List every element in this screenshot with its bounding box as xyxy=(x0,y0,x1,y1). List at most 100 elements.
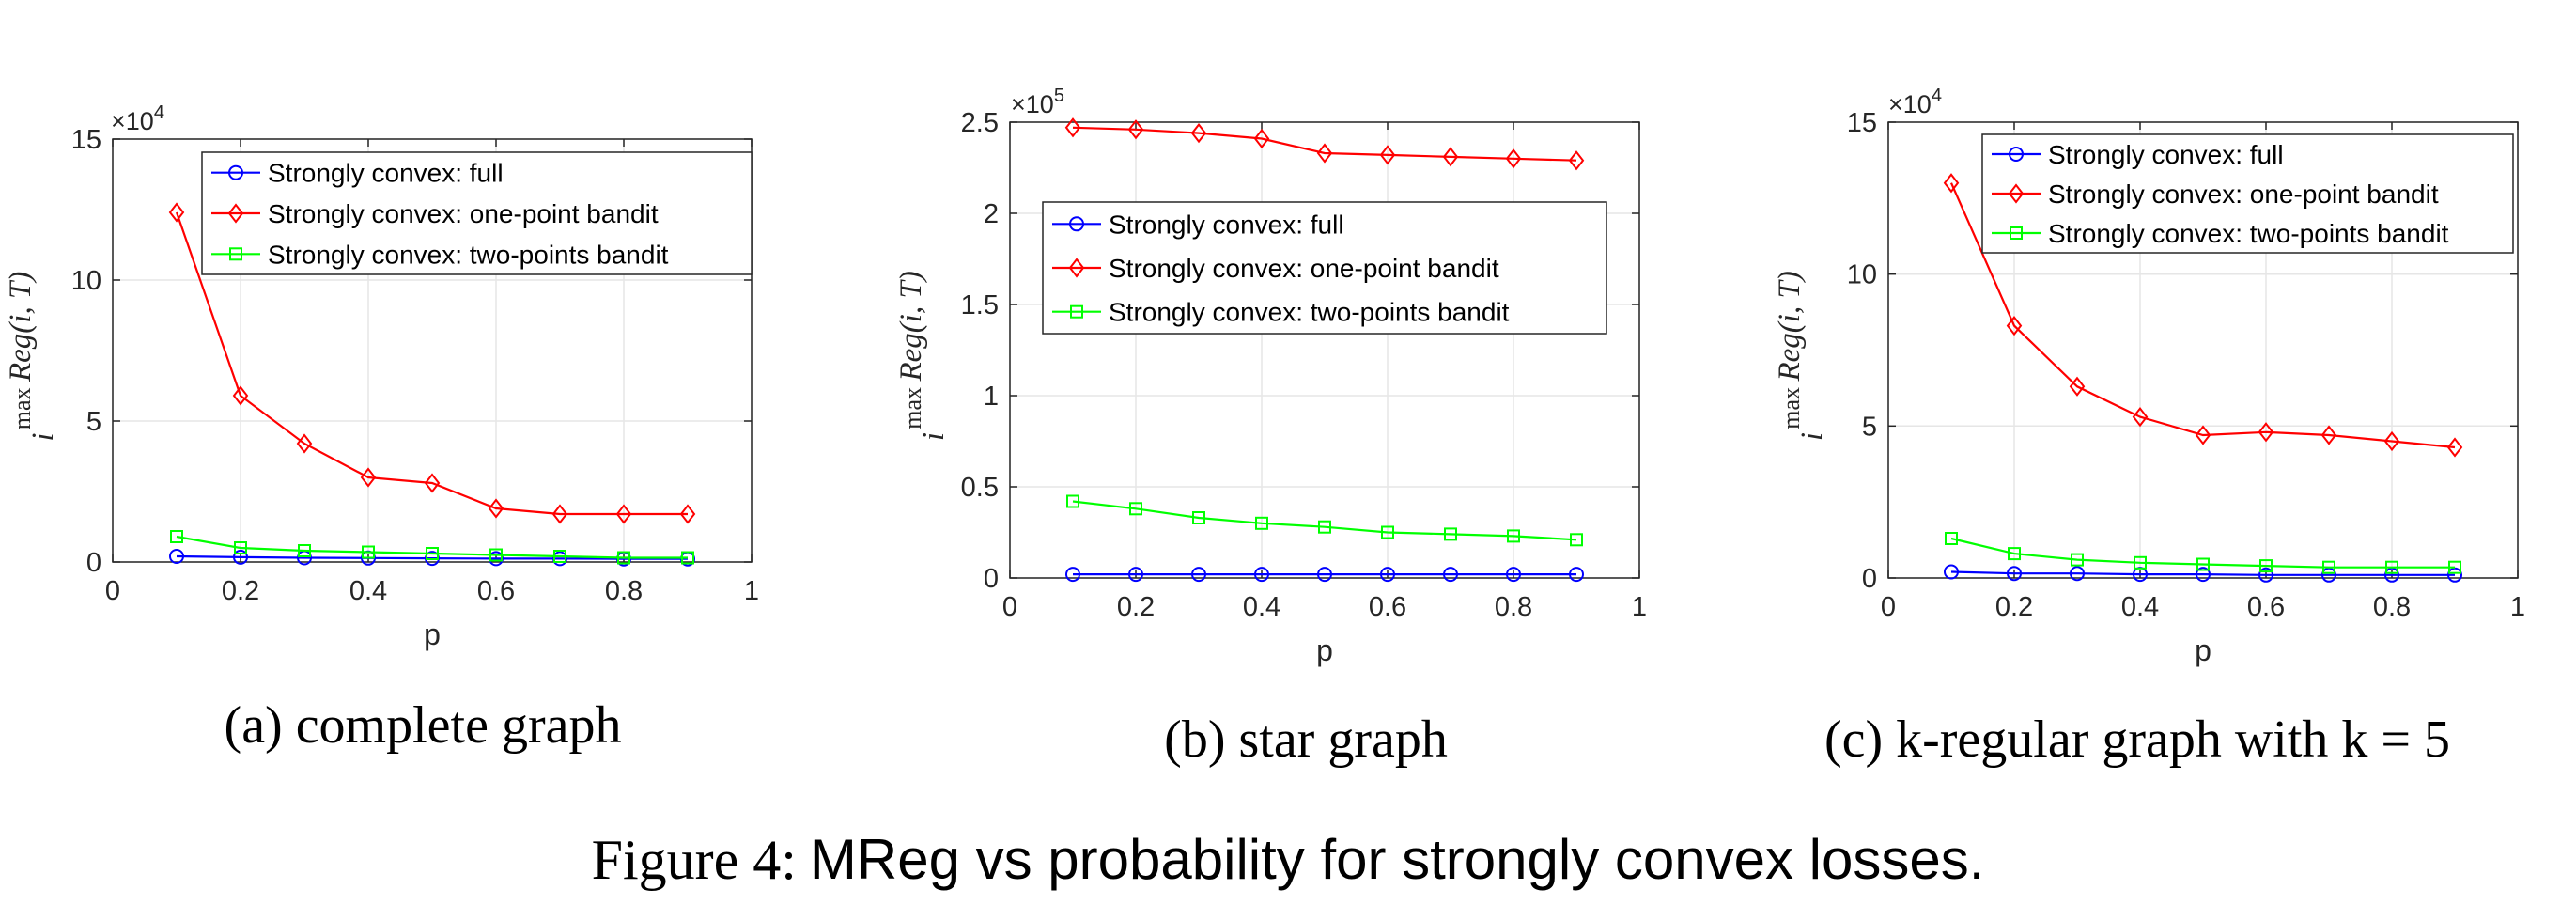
data-point-circle xyxy=(1380,567,1395,583)
data-point-square xyxy=(1507,529,1520,543)
axes-box xyxy=(1887,121,2519,579)
data-point-diamond xyxy=(1253,128,1270,149)
axes-box xyxy=(1009,121,1640,579)
data-point-square xyxy=(170,530,183,543)
x-axis-label: p xyxy=(1316,633,1333,667)
x-axis-label: p xyxy=(2195,633,2211,667)
y-axis-label-subscript: i xyxy=(1795,432,1829,441)
y-tick-label: 1.5 xyxy=(961,290,999,320)
data-point-square xyxy=(617,551,630,565)
data-point-diamond xyxy=(1190,122,1207,144)
data-point-square xyxy=(553,550,566,563)
series-one_point xyxy=(1064,117,1585,171)
data-point-diamond xyxy=(296,433,313,454)
y-exponent-label: ×105 xyxy=(1011,86,1064,118)
series-line-one_point xyxy=(1072,126,1577,162)
data-point-circle xyxy=(2196,567,2211,583)
data-point-diamond xyxy=(2195,425,2211,445)
data-point-diamond xyxy=(551,504,568,524)
y-tick-label: 10 xyxy=(1847,260,1877,290)
data-point-square xyxy=(1945,532,1958,545)
data-point-circle xyxy=(1443,567,1458,583)
series-one_point xyxy=(1943,173,2463,458)
data-point-square xyxy=(1444,527,1457,541)
data-point-diamond xyxy=(168,202,185,223)
x-tick-label: 0.4 xyxy=(1243,592,1280,622)
data-point-diamond xyxy=(2383,430,2400,452)
data-point-square xyxy=(1192,511,1205,524)
data-point-circle xyxy=(1254,567,1269,583)
plot-area xyxy=(1010,122,1639,578)
x-tick-label: 0.2 xyxy=(222,576,259,606)
x-tick-label: 0.8 xyxy=(1495,592,1532,622)
data-point-diamond xyxy=(1943,173,1960,194)
data-point-square xyxy=(1255,516,1268,530)
data-point-circle xyxy=(2070,566,2085,582)
y-exponent-label: ×104 xyxy=(1888,86,1942,118)
y-axis-label: max Reg(i, T) i xyxy=(4,272,60,442)
x-tick-label: 0.4 xyxy=(349,576,387,606)
data-point-circle xyxy=(1317,567,1332,583)
data-point-circle xyxy=(2258,567,2273,583)
data-point-square xyxy=(2448,560,2461,574)
y-tick-label: 2 xyxy=(984,199,999,229)
data-point-square xyxy=(2259,559,2273,573)
data-point-square xyxy=(1318,520,1331,534)
data-point-diamond xyxy=(232,385,249,406)
chart-panel-2: 0 0.2 0.4 0.6 0.8 1 0 0.5 1 1.5 2 2.5 ×105 p max Reg(i… xyxy=(894,86,1647,769)
x-tick-label: 0.2 xyxy=(1117,592,1155,622)
figure-caption-text: MReg vs probability for strongly convex … xyxy=(810,828,1985,891)
legend-entry: Strongly convex: two-points bandit xyxy=(1109,298,1510,327)
data-point-square xyxy=(2196,557,2210,571)
data-point-diamond xyxy=(2258,422,2274,443)
legend-marker-diamond xyxy=(1068,258,1085,278)
data-point-square xyxy=(362,545,375,559)
data-point-square xyxy=(298,544,311,557)
legend-marker-square xyxy=(2010,226,2023,240)
data-point-diamond xyxy=(488,498,504,519)
legend-entry: Strongly convex: one-point bandit xyxy=(2048,180,2439,209)
data-point-square xyxy=(489,548,503,562)
x-tick-label: 1 xyxy=(744,576,759,606)
x-tick-label: 1 xyxy=(2510,592,2525,622)
data-point-circle xyxy=(2007,566,2022,582)
subcaption: (b) star graph xyxy=(1164,710,1448,769)
x-tick-label: 1 xyxy=(1632,592,1647,622)
data-point-circle xyxy=(1506,567,1521,583)
legend-marker-circle xyxy=(2009,147,2024,162)
data-point-square xyxy=(2008,547,2021,561)
series-line-two_points xyxy=(176,535,688,559)
x-tick-label: 0 xyxy=(105,576,120,606)
y-axis-label: max Reg(i, T) i xyxy=(1773,271,1829,441)
x-tick-label: 0.6 xyxy=(2247,592,2285,622)
data-point-circle xyxy=(1065,567,1080,583)
y-tick-label: 1 xyxy=(984,382,999,412)
data-point-square xyxy=(681,551,694,565)
series-line-two_points xyxy=(1072,500,1577,541)
x-tick-label: 0.6 xyxy=(1369,592,1406,622)
y-tick-label: 0 xyxy=(984,564,999,594)
data-point-square xyxy=(234,541,247,554)
y-axis-label-subscript: i xyxy=(26,432,60,441)
y-tick-label: 0 xyxy=(1862,564,1877,594)
y-axis-label-subscript: i xyxy=(917,432,951,441)
data-point-diamond xyxy=(1064,117,1081,138)
data-point-diamond xyxy=(424,473,441,493)
data-point-diamond xyxy=(360,467,377,488)
data-point-square xyxy=(2385,560,2398,574)
data-point-diamond xyxy=(2006,315,2023,336)
data-point-circle xyxy=(1944,564,1959,580)
series-line-full xyxy=(1950,570,2455,576)
data-point-diamond xyxy=(679,504,696,524)
legend-box xyxy=(1042,201,1607,335)
y-exponent-label: ×104 xyxy=(111,102,164,135)
y-tick-label: 5 xyxy=(1862,412,1877,442)
data-point-square xyxy=(2322,560,2335,574)
data-point-diamond xyxy=(2132,406,2149,428)
y-tick-label: 10 xyxy=(71,266,101,296)
data-point-circle xyxy=(1128,567,1143,583)
x-tick-label: 0.2 xyxy=(1995,592,2033,622)
series-two_points xyxy=(1066,494,1583,547)
legend-box xyxy=(201,151,753,275)
